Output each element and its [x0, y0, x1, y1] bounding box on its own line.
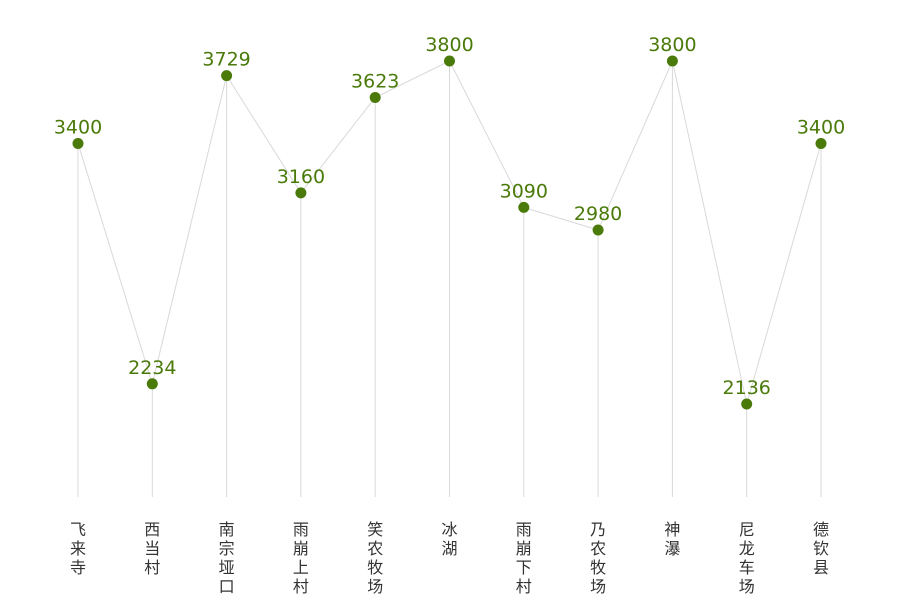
value-label: 3800 — [425, 34, 473, 56]
connector-line — [597, 60, 673, 231]
data-point — [369, 91, 381, 103]
category-label: 飞来寺 — [70, 520, 86, 577]
value-label: 3729 — [202, 49, 250, 71]
connector-line — [671, 60, 748, 405]
stem-lines — [77, 61, 822, 497]
data-point — [146, 378, 158, 390]
connector-line — [374, 60, 450, 98]
connector-line — [300, 97, 376, 194]
connector-line — [523, 206, 599, 231]
value-label: 2980 — [574, 203, 622, 225]
category-label: 德钦县 — [813, 520, 829, 577]
connector-line — [449, 60, 525, 208]
category-label: 乃农牧场 — [590, 520, 606, 596]
category-label: 南宗垭口 — [219, 520, 235, 596]
category-label: 神瀑 — [664, 520, 680, 558]
value-label: 2136 — [723, 377, 771, 399]
value-label: 2234 — [128, 357, 176, 379]
connector-line — [226, 75, 302, 194]
category-label: 笑农牧场 — [367, 520, 383, 596]
value-label: 3160 — [277, 166, 325, 188]
value-label: 3400 — [54, 116, 102, 138]
value-label: 3800 — [648, 34, 696, 56]
connector-lines — [77, 60, 822, 405]
value-label: 3090 — [500, 180, 548, 202]
connector-line — [77, 143, 153, 384]
category-label: 雨崩下村 — [516, 520, 532, 596]
category-label: 雨崩上村 — [293, 520, 309, 596]
category-label: 冰湖 — [441, 520, 457, 558]
data-points — [72, 55, 827, 410]
data-point — [666, 55, 678, 67]
data-point — [295, 187, 307, 199]
data-point — [815, 137, 827, 149]
data-point — [592, 224, 604, 236]
category-labels: 飞来寺 西当村 南宗垭口 雨崩上村 笑农牧场 冰湖 雨崩下村 乃农牧场 神瀑 尼龙车场 德钦县 — [70, 520, 829, 596]
connector-line — [151, 75, 228, 384]
value-label: 3623 — [351, 70, 399, 92]
value-labels: 3400 2234 3729 3160 3623 3800 3090 2980 3800 2136… — [54, 34, 845, 399]
category-label: 西当村 — [144, 520, 160, 577]
data-point — [221, 70, 233, 82]
data-point — [444, 55, 455, 67]
data-point — [72, 137, 84, 149]
data-point — [741, 398, 753, 410]
category-label: 尼龙车场 — [739, 520, 755, 596]
value-label: 3400 — [797, 116, 845, 138]
data-point — [518, 201, 530, 213]
connector-line — [746, 143, 822, 405]
